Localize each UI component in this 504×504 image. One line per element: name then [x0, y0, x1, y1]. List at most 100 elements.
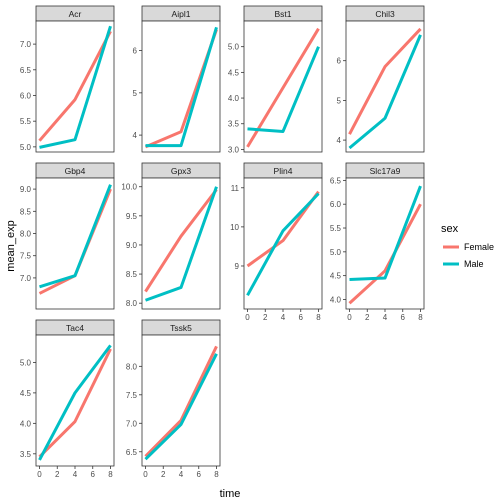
facet-panel-acr: Acr 5.0 5.5 6.0 6.5 7.0	[20, 5, 115, 153]
panel-border	[141, 334, 221, 467]
y-tick-label: 9.0	[126, 241, 138, 250]
series-line-male	[348, 34, 422, 150]
panel-border	[243, 177, 323, 310]
y-tick-label: 7.0	[126, 419, 138, 428]
facet-panel-aipl1: Aipl1 4 5 6	[133, 5, 221, 153]
series-line-male	[145, 26, 218, 148]
facet-panel-slc17a9: Slc17a9 4.0 4.5 5.0 5.5 6.0 6.5 0 2 4 6 8	[330, 162, 425, 322]
facet-panel-gbp4: Gbp4 7.0 7.5 8.0 8.5 9.0	[20, 162, 115, 310]
x-tick-label: 6	[401, 313, 406, 322]
legend: sex Female Male	[441, 223, 494, 269]
series-line-female	[38, 30, 112, 142]
y-tick-label: 5.5	[330, 224, 342, 233]
series-line-female	[144, 188, 218, 293]
x-tick-label: 2	[55, 470, 60, 479]
facet-panel-bst1: Bst1 3.0 3.5 4.0 4.5 5.0	[228, 5, 323, 154]
x-tick-label: 4	[281, 313, 286, 322]
x-tick-label: 4	[383, 313, 388, 322]
y-tick-label: 7.5	[20, 252, 32, 261]
x-tick-label: 4	[73, 470, 78, 479]
series-line-male	[246, 192, 320, 297]
y-tick-label: 4.5	[228, 68, 240, 77]
y-tick-label: 6	[133, 47, 138, 56]
legend-label-female: Female	[464, 242, 494, 252]
series-line-male	[247, 46, 320, 133]
x-tick-label: 6	[197, 470, 202, 479]
y-axis-title: mean_exp	[5, 220, 17, 271]
y-tick-label: 5.0	[20, 143, 32, 152]
y-tick-label: 5.0	[228, 43, 240, 52]
x-tick-label: 0	[37, 470, 42, 479]
y-tick-label: 4.5	[330, 272, 342, 281]
series-line-male	[144, 353, 218, 461]
x-axis-title: time	[220, 488, 241, 500]
facet-strip-label: Gbp4	[65, 166, 86, 176]
facet-strip-label: Bst1	[274, 9, 291, 19]
facet-strip-label: Chil3	[375, 9, 395, 19]
y-tick-label: 3.5	[20, 450, 32, 459]
x-tick-label: 2	[161, 470, 166, 479]
y-tick-label: 10	[230, 223, 239, 232]
series-line-female	[246, 27, 320, 148]
y-tick-label: 9	[235, 262, 240, 271]
x-tick-label: 8	[214, 470, 219, 479]
x-tick-label: 0	[347, 313, 352, 322]
x-tick-label: 2	[263, 313, 268, 322]
legend-title: sex	[441, 223, 459, 235]
facet-panel-tac4: Tac4 3.5 4.0 4.5 5.0 0 2 4 6 8	[20, 319, 115, 479]
series-line-male	[144, 186, 218, 302]
y-tick-label: 9.5	[126, 212, 138, 221]
y-tick-label: 6.0	[330, 200, 342, 209]
y-tick-label: 5.5	[20, 117, 32, 126]
facet-panels: Acr 5.0 5.5 6.0 6.5 7.0 Aipl1 4 5 6 Bst1 3.0 3.5 4.0 4…	[20, 5, 425, 479]
y-tick-label: 7.5	[126, 391, 138, 400]
y-tick-label: 5	[133, 89, 138, 98]
y-tick-label: 8.5	[20, 207, 32, 216]
y-tick-label: 10.0	[121, 183, 137, 192]
x-tick-label: 8	[316, 313, 321, 322]
y-tick-label: 5	[337, 96, 342, 105]
y-tick-label: 8.5	[126, 270, 138, 279]
facet-panel-plin4: Plin4 9 10 11 0 2 4 6 8	[230, 162, 323, 322]
y-tick-label: 8.0	[126, 362, 138, 371]
y-tick-label: 9.0	[20, 185, 32, 194]
y-tick-label: 7.0	[20, 274, 32, 283]
y-tick-label: 8.0	[20, 230, 32, 239]
panel-border	[345, 20, 425, 153]
facet-panel-chil3: Chil3 4 5 6	[337, 5, 425, 153]
legend-label-male: Male	[464, 259, 484, 269]
series-line-male	[349, 185, 422, 281]
y-tick-label: 3.5	[228, 120, 240, 129]
panel-border	[141, 177, 221, 310]
x-tick-label: 0	[245, 313, 250, 322]
y-tick-label: 11	[231, 184, 240, 193]
x-tick-label: 6	[91, 470, 96, 479]
y-tick-label: 5.0	[330, 248, 342, 257]
series-line-male	[38, 344, 112, 461]
y-tick-label: 4.0	[20, 419, 32, 428]
facet-strip-label: Plin4	[274, 166, 293, 176]
y-tick-label: 5.0	[20, 358, 32, 367]
y-tick-label: 6.5	[330, 176, 342, 185]
y-tick-label: 4.0	[330, 295, 342, 304]
facet-panel-gpx3: Gpx3 8.0 8.5 9.0 9.5 10.0	[121, 162, 221, 310]
x-tick-label: 4	[179, 470, 184, 479]
y-tick-label: 3.0	[228, 145, 240, 154]
facet-strip-label: Tssk5	[170, 323, 192, 333]
x-tick-label: 0	[143, 470, 148, 479]
y-tick-label: 6.5	[20, 66, 32, 75]
y-tick-label: 6.0	[20, 91, 32, 100]
y-tick-label: 6	[337, 57, 342, 66]
panel-border	[345, 177, 425, 310]
x-tick-label: 8	[418, 313, 423, 322]
y-tick-label: 8.0	[126, 299, 138, 308]
y-tick-label: 7.0	[20, 40, 32, 49]
y-tick-label: 4	[337, 136, 342, 145]
series-line-male	[39, 184, 112, 289]
series-line-male	[39, 25, 112, 149]
facet-strip-label: Gpx3	[171, 166, 192, 176]
series-line-female	[348, 203, 422, 305]
y-tick-label: 6.5	[126, 448, 138, 457]
facet-panel-tssk5: Tssk5 6.5 7.0 7.5 8.0 0 2 4 6 8	[126, 319, 221, 479]
